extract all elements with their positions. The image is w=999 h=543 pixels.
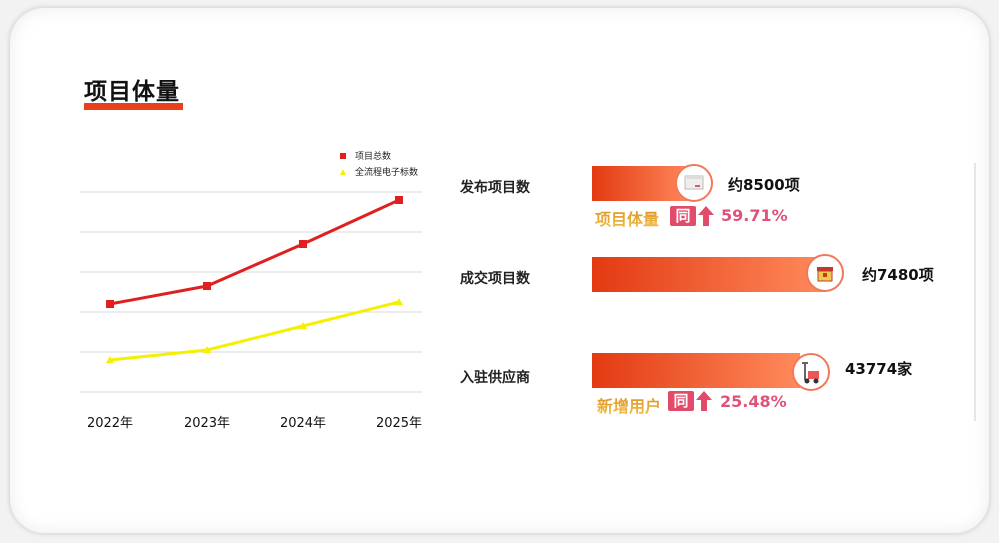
data-point xyxy=(299,240,307,248)
up-arrow-icon xyxy=(698,206,714,226)
data-point xyxy=(299,322,307,329)
metric-label-closed: 成交项目数 xyxy=(460,271,530,287)
x-tick-label: 2022年 xyxy=(87,416,133,431)
data-point xyxy=(106,300,114,308)
browser-window-icon xyxy=(675,164,713,202)
legend-label: 全流程电子标数 xyxy=(355,166,418,178)
metric-value-published: 约8500项 xyxy=(728,176,800,194)
metric-bar-closed xyxy=(592,257,827,292)
divider xyxy=(974,163,976,421)
page-title: 项目体量 xyxy=(84,79,180,105)
data-point xyxy=(203,282,211,290)
data-point xyxy=(203,346,211,353)
chart-grid xyxy=(80,191,422,393)
data-point xyxy=(395,298,403,305)
series-line xyxy=(109,300,400,362)
metric-value-closed: 约7480项 xyxy=(862,266,934,284)
chart-series xyxy=(106,196,403,363)
x-tick-label: 2023年 xyxy=(184,416,230,431)
data-point xyxy=(395,196,403,204)
growth-label-users: 新增用户 xyxy=(597,393,661,417)
legend-marker xyxy=(340,153,346,159)
legend-label: 项目总数 xyxy=(355,150,391,162)
treasure-chest-icon xyxy=(806,254,844,292)
title-underline xyxy=(84,103,183,110)
yoy-tag: 同 xyxy=(670,206,696,226)
growth-pct-volume: 59.71% xyxy=(721,206,788,225)
series-line xyxy=(109,198,400,306)
x-tick-label: 2024年 xyxy=(280,416,326,431)
growth-label-volume: 项目体量 xyxy=(595,206,659,230)
metric-label-published: 发布项目数 xyxy=(460,180,530,196)
legend-marker xyxy=(340,169,346,175)
x-axis-ticks: 2022年 2023年 2024年 2025年 xyxy=(87,416,422,431)
x-tick-label: 2025年 xyxy=(376,416,422,431)
yoy-tag: 同 xyxy=(668,391,694,411)
metric-value-suppliers: 43774家 xyxy=(845,360,913,378)
up-arrow-icon xyxy=(696,391,712,411)
metric-label-suppliers: 入驻供应商 xyxy=(460,370,530,386)
metric-bar-suppliers xyxy=(592,353,800,388)
hand-truck-icon xyxy=(792,353,830,391)
growth-pct-users: 25.48% xyxy=(720,392,787,411)
data-point xyxy=(106,356,114,363)
